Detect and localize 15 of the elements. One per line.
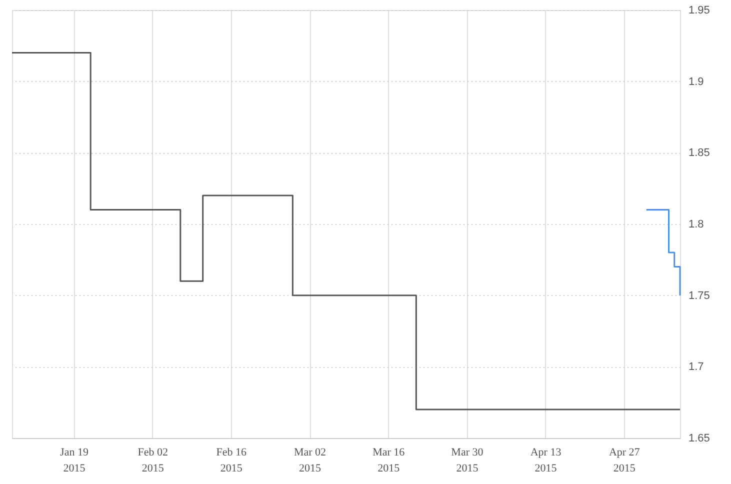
y-tick-label: 1.7 [688, 361, 704, 374]
x-tick-label: Apr 27 2015 [608, 446, 640, 474]
y-tick-label: 1.65 [688, 432, 710, 444]
x-tick-label: Mar 30 2015 [451, 446, 484, 474]
x-tick-label: Feb 16 2015 [216, 446, 248, 474]
y-tick-label: 1.75 [688, 290, 710, 302]
x-tick-label: Mar 02 2015 [294, 446, 326, 474]
x-tick-label: Jan 19 2015 [60, 446, 89, 474]
y-tick-label: 1.85 [688, 147, 710, 160]
y-tick-label: 1.9 [688, 76, 704, 88]
x-tick-label: Feb 02 2015 [138, 446, 168, 474]
y-tick-label: 1.95 [688, 4, 710, 16]
x-tick-label: Mar 16 2015 [372, 446, 406, 474]
y-tick-label: 1.8 [688, 218, 704, 230]
x-tick-label: Apr 13 2015 [530, 446, 562, 474]
